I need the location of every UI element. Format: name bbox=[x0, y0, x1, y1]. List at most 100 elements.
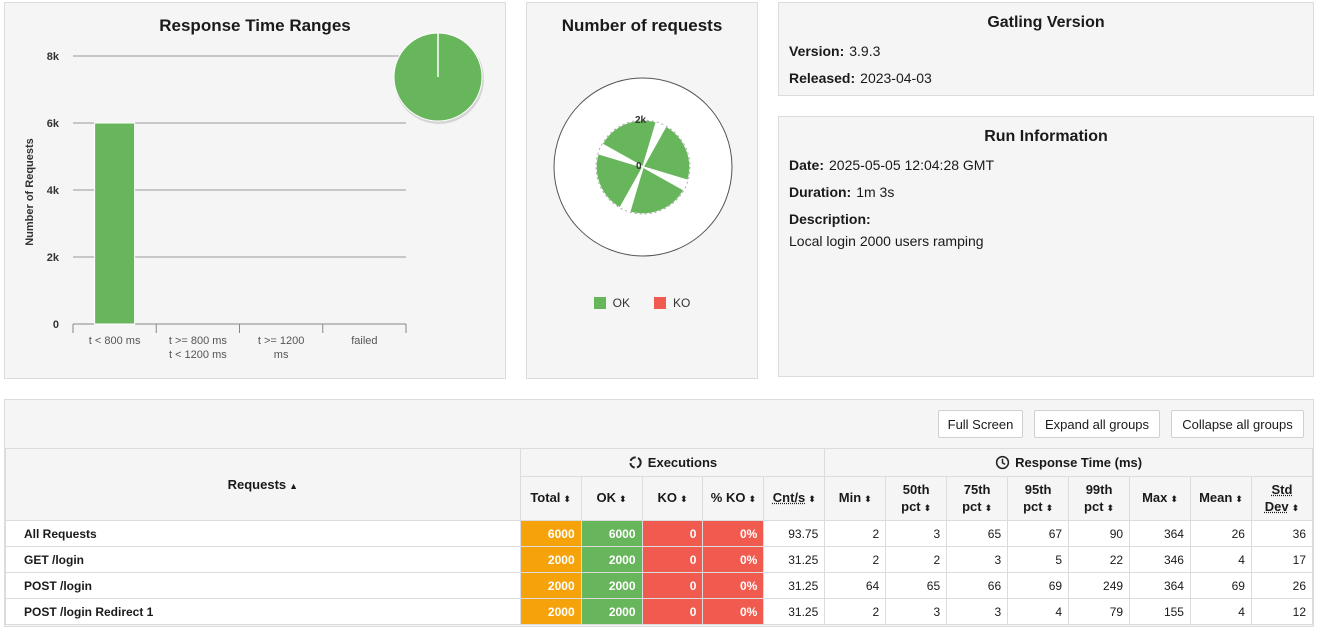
legend-item-ko[interactable]: KO bbox=[654, 296, 690, 310]
column-header-min[interactable]: Min ⬍ bbox=[824, 476, 887, 521]
bar[interactable] bbox=[94, 122, 136, 325]
version-row: Version: 3.9.3 bbox=[789, 43, 880, 59]
table-row[interactable]: All Requests 6000 6000 0 0% 93.75 2 3 65 67 90 364 2… bbox=[5, 520, 1314, 547]
request-name[interactable]: POST /login Redirect 1 bbox=[5, 598, 521, 625]
column-header-95th-pct[interactable]: 95th pct ⬍ bbox=[1007, 476, 1070, 521]
cell-std-dev: 17 bbox=[1250, 546, 1314, 573]
cell--ko: 0% bbox=[702, 546, 765, 573]
column-header-max[interactable]: Max ⬍ bbox=[1129, 476, 1191, 521]
collapse-all-groups-button[interactable]: Collapse all groups bbox=[1171, 410, 1304, 438]
description-label: Description: bbox=[789, 211, 871, 227]
statistics-panel: Full Screen Expand all groups Collapse a… bbox=[4, 399, 1314, 627]
cell-50th-pct: 2 bbox=[885, 546, 948, 573]
sort-icon: ⬍ bbox=[1170, 494, 1178, 504]
y-tick-label: 0 bbox=[53, 319, 59, 331]
description-label-row: Description: bbox=[789, 211, 876, 227]
column-header-ko[interactable]: KO ⬍ bbox=[641, 476, 704, 521]
cell-max: 364 bbox=[1129, 572, 1191, 599]
sort-icon: ⬍ bbox=[808, 494, 816, 504]
polar-tick-label: 2k bbox=[635, 115, 647, 126]
request-name[interactable]: POST /login bbox=[5, 572, 521, 599]
cell-total: 2000 bbox=[519, 546, 582, 573]
column-header-label: KO bbox=[657, 490, 677, 505]
version-value: 3.9.3 bbox=[849, 43, 881, 59]
y-tick-label: 4k bbox=[47, 185, 60, 197]
polar-tick-label: 0 bbox=[636, 161, 642, 172]
cell-75th-pct: 3 bbox=[946, 598, 1009, 625]
run-information-panel: Run Information Date: 2025-05-05 12:04:28… bbox=[778, 116, 1314, 377]
cell-75th-pct: 65 bbox=[946, 520, 1009, 547]
column-header-total[interactable]: Total ⬍ bbox=[519, 476, 582, 521]
version-label: Version: bbox=[789, 43, 845, 59]
cell-cnt-s: 31.25 bbox=[763, 546, 826, 573]
requests-column-header[interactable]: Requests ▲ bbox=[5, 448, 521, 521]
clock-icon bbox=[996, 455, 1010, 470]
cell-99th-pct: 249 bbox=[1068, 572, 1131, 599]
column-header-cnt-s[interactable]: Cnt/s ⬍ bbox=[763, 476, 826, 521]
cell-total: 6000 bbox=[519, 520, 582, 547]
executions-group-header: Executions bbox=[519, 448, 826, 477]
column-header-mean[interactable]: Mean ⬍ bbox=[1189, 476, 1252, 521]
column-header-50th-pct[interactable]: 50th pct ⬍ bbox=[885, 476, 948, 521]
response-time-ranges-title: Response Time Ranges bbox=[159, 16, 351, 35]
legend-item-ok[interactable]: OK bbox=[593, 296, 630, 310]
column-header-99th-pct[interactable]: 99th pct ⬍ bbox=[1068, 476, 1131, 521]
table-row[interactable]: GET /login 2000 2000 0 0% 31.25 2 2 3 5 22 346 4 17 bbox=[5, 546, 1314, 573]
cell-95th-pct: 5 bbox=[1007, 546, 1070, 573]
x-tick-label: failed bbox=[351, 335, 377, 347]
request-name[interactable]: GET /login bbox=[5, 546, 521, 573]
sort-icon: ⬍ bbox=[748, 494, 756, 504]
cell-ok: 2000 bbox=[580, 598, 643, 625]
column-header--ko[interactable]: % KO ⬍ bbox=[702, 476, 765, 521]
cell-95th-pct: 67 bbox=[1007, 520, 1070, 547]
cell-ko: 0 bbox=[641, 598, 704, 625]
gatling-version-title: Gatling Version bbox=[987, 14, 1105, 31]
cell-ko: 0 bbox=[641, 572, 704, 599]
x-tick-label: t >= 1200 bbox=[258, 335, 305, 347]
sort-icon: ⬍ bbox=[619, 494, 627, 504]
column-header-label: 99th pct bbox=[1084, 481, 1113, 514]
cell-95th-pct: 4 bbox=[1007, 598, 1070, 625]
x-tick-label: t < 1200 ms bbox=[169, 349, 227, 361]
table-row[interactable]: POST /login 2000 2000 0 0% 31.25 64 65 66 69 249 36… bbox=[5, 572, 1314, 599]
cell-std-dev: 12 bbox=[1250, 598, 1314, 625]
cell-std-dev: 36 bbox=[1250, 520, 1314, 547]
sort-icon: ⬍ bbox=[923, 502, 932, 513]
column-header-label: 50th pct bbox=[901, 481, 930, 514]
number-of-requests-panel: Number of requests 0 2k OK KO bbox=[526, 2, 758, 379]
column-header-label: Mean bbox=[1199, 490, 1233, 505]
legend-ok-swatch bbox=[593, 297, 606, 309]
cell-ok: 6000 bbox=[580, 520, 643, 547]
cell--ko: 0% bbox=[702, 520, 765, 547]
column-header-75th-pct[interactable]: 75th pct ⬍ bbox=[946, 476, 1009, 521]
column-header-label: % KO bbox=[710, 490, 746, 505]
cell-75th-pct: 66 bbox=[946, 572, 1009, 599]
cell--ko: 0% bbox=[702, 598, 765, 625]
cell-min: 2 bbox=[824, 546, 887, 573]
cell-total: 2000 bbox=[519, 598, 582, 625]
executions-header-label: Executions bbox=[647, 455, 718, 470]
column-header-std-dev[interactable]: Std Dev ⬍ bbox=[1250, 476, 1314, 521]
y-tick-label: 8k bbox=[47, 51, 60, 63]
legend-ko-swatch bbox=[654, 297, 666, 309]
expand-all-groups-button[interactable]: Expand all groups bbox=[1034, 410, 1160, 438]
cell-min: 2 bbox=[824, 598, 887, 625]
column-header-label: Cnt/s bbox=[772, 490, 806, 505]
duration-label: Duration: bbox=[789, 184, 852, 200]
full-screen-button[interactable]: Full Screen bbox=[938, 410, 1023, 438]
released-value: 2023-04-03 bbox=[860, 70, 932, 86]
released-label: Released: bbox=[789, 70, 856, 86]
request-name[interactable]: All Requests bbox=[5, 520, 521, 547]
x-tick-label: t < 800 ms bbox=[89, 335, 141, 347]
table-row[interactable]: POST /login Redirect 1 2000 2000 0 0% 31.25 2 3… bbox=[5, 598, 1314, 625]
y-axis-label: Number of Requests bbox=[24, 138, 36, 246]
cell-cnt-s: 31.25 bbox=[763, 598, 826, 625]
cell-75th-pct: 3 bbox=[946, 546, 1009, 573]
legend-ko-label: KO bbox=[673, 296, 691, 310]
sort-asc-icon: ▲ bbox=[289, 481, 299, 491]
y-tick-label: 2k bbox=[47, 252, 60, 264]
date-row: Date: 2025-05-05 12:04:28 GMT bbox=[789, 157, 994, 173]
column-header-label: Min bbox=[838, 490, 862, 505]
cell-50th-pct: 65 bbox=[885, 572, 948, 599]
column-header-ok[interactable]: OK ⬍ bbox=[580, 476, 643, 521]
